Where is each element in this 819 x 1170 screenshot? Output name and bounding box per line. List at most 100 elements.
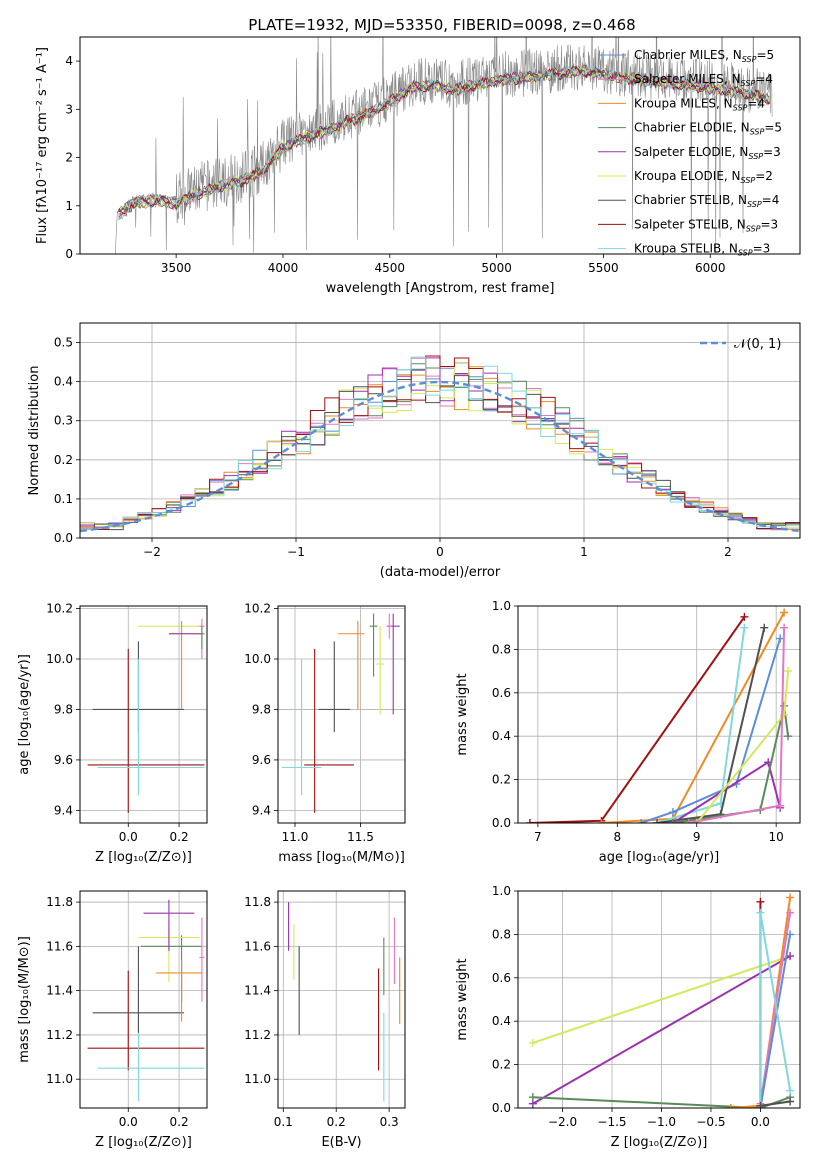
x-axis-label: (data-model)/error [380, 565, 501, 580]
y-tick-label: 0.4 [492, 729, 511, 743]
mass-weight-marker [740, 612, 749, 621]
plot-area [80, 891, 207, 1108]
mass-weight-marker [776, 634, 785, 643]
mass-weight-marker [528, 1093, 537, 1102]
y-tick-label: 0.2 [54, 453, 73, 467]
mass-weight-marker [756, 908, 765, 917]
mass-weight-marker [756, 1101, 765, 1108]
panel-residual-histogram: −2 −1 0 1 2 0.0 0.1 0.2 0.3 0.4 0.5 (data-model)/er… [27, 322, 801, 580]
x-axis-label: E(B-V) [321, 1135, 361, 1150]
mass-weight-line [656, 627, 766, 823]
panel-age-vs-mass: 11.0 11.5 9.4 9.6 9.8 10.0 10.2 mass [log₁₀(M/M… [244, 602, 406, 865]
x-tick-label: 0.2 [170, 830, 189, 844]
model-line-kroupa-elodie [118, 64, 771, 214]
mass-weight-marker [668, 808, 677, 817]
x-tick-label: 0.2 [170, 1115, 189, 1129]
x-tick-label: 11.0 [282, 830, 309, 844]
mass-weight-marker [786, 908, 795, 917]
x-tick-label: −2.0 [548, 1115, 577, 1129]
y-tick-label: 9.6 [54, 753, 73, 767]
plot-area [80, 323, 800, 538]
mass-weight-marker [726, 1104, 735, 1108]
mass-weight-marker [786, 893, 795, 902]
panel-spectrum: 3500 4000 4500 5000 5500 6000 0 1 2 3 4 wavelength … [35, 36, 801, 296]
mass-weight-marker [637, 819, 646, 823]
mass-weight-marker [684, 819, 693, 823]
mass-weight-marker [760, 623, 769, 632]
plot-area [518, 891, 800, 1108]
mass-weight-line [532, 955, 791, 1105]
mass-weight-marker [740, 623, 749, 632]
mass-weight-line [656, 627, 746, 823]
x-tick-label: 4500 [375, 261, 406, 275]
legend-entry: Kroupa MILES, NSSP=4 [634, 96, 765, 112]
x-tick-label: −1.0 [647, 1115, 676, 1129]
x-tick-label: −1 [287, 545, 305, 559]
mass-weight-line [640, 638, 782, 823]
plot-area [518, 606, 800, 823]
y-tick-label: 0.2 [492, 1058, 511, 1072]
mass-weight-marker [528, 1038, 537, 1047]
mass-weight-marker [668, 819, 677, 823]
y-tick-label: 11.2 [244, 1028, 271, 1042]
plot-area [80, 606, 207, 823]
mass-weight-marker [692, 819, 701, 823]
legend-entry: Chabrier STELIB, NSSP=4 [634, 193, 779, 209]
mass-weight-marker [756, 897, 765, 906]
axes-frame [79, 890, 208, 1109]
mass-weight-line [672, 705, 790, 823]
y-axis-label: age [log₁₀(age/yr)] [17, 654, 32, 775]
y-tick-label: 1.0 [492, 884, 511, 898]
x-tick-label: −1.5 [597, 1115, 626, 1129]
mass-weight-marker [780, 608, 789, 617]
mass-weight-marker [525, 819, 534, 823]
mass-weight-marker [784, 667, 793, 676]
y-tick-label: 0.6 [492, 971, 511, 985]
x-tick-label: 8 [613, 830, 621, 844]
y-tick-label: 10.0 [46, 652, 73, 666]
panel-mass-vs-metallicity: 0.0 0.2 11.0 11.2 11.4 11.6 11.8 Z [log₁₀(Z/Z⊙)… [17, 890, 208, 1150]
axes-frame [79, 605, 208, 824]
x-axis-label: wavelength [Angstrom, rest frame] [326, 281, 555, 296]
y-tick-label: 10.0 [244, 652, 271, 666]
y-tick-label: 0.8 [492, 927, 511, 941]
mass-weight-marker [776, 801, 785, 810]
x-tick-label: 6000 [695, 261, 726, 275]
y-tick-label: 0.1 [54, 492, 73, 506]
y-tick-label: 10.2 [46, 602, 73, 616]
plot-area [278, 891, 405, 1108]
y-tick-label: 0.2 [492, 773, 511, 787]
mass-weight-marker [786, 952, 795, 961]
y-tick-label: 0.6 [492, 686, 511, 700]
axes-frame [79, 36, 801, 255]
y-tick-label: 11.6 [46, 939, 73, 953]
x-tick-label: −2 [143, 545, 161, 559]
normal-curve [80, 380, 800, 533]
legend-entry: Salpeter MILES, NSSP=4 [634, 72, 773, 88]
y-tick-label: 11.0 [244, 1072, 271, 1086]
y-tick-label: 2 [65, 151, 73, 165]
y-tick-label: 0 [65, 247, 73, 261]
y-tick-label: 4 [65, 54, 73, 68]
x-tick-label: 0.2 [327, 1115, 346, 1129]
mass-weight-line [688, 627, 786, 823]
mass-weight-line [760, 1100, 791, 1107]
mass-weight-line [532, 955, 791, 1044]
mass-weight-marker [780, 623, 789, 632]
x-tick-label: −0.5 [696, 1115, 725, 1129]
x-tick-label: 9 [693, 830, 701, 844]
x-tick-label: 4000 [268, 261, 299, 275]
x-tick-label: 11.5 [347, 830, 374, 844]
mass-weight-marker [786, 1086, 795, 1095]
y-axis-label: Flux [fλ10⁻¹⁷ erg cm⁻² s⁻¹ A⁻¹] [35, 47, 50, 244]
x-axis-label: age [log₁₀(age/yr)] [599, 850, 720, 865]
mass-weight-line [759, 912, 792, 1104]
y-tick-label: 0.0 [492, 1101, 511, 1115]
y-tick-label: 9.4 [252, 803, 271, 817]
y-axis-label: Normed distribution [27, 366, 42, 496]
legend-entry: Salpeter ELODIE, NSSP=3 [634, 145, 781, 161]
y-tick-label: 9.8 [54, 702, 73, 716]
y-tick-label: 10.2 [244, 602, 271, 616]
x-tick-label: 0.0 [751, 1115, 770, 1129]
